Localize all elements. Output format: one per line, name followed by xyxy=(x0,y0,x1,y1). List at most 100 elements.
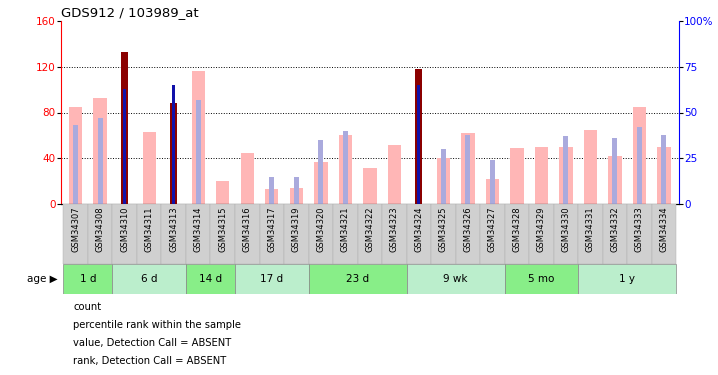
Text: GSM34330: GSM34330 xyxy=(561,206,570,252)
Text: 6 d: 6 d xyxy=(141,274,157,284)
Bar xyxy=(612,138,617,204)
Bar xyxy=(318,140,323,204)
Bar xyxy=(196,100,201,204)
Bar xyxy=(554,204,578,264)
Bar xyxy=(480,204,505,264)
Bar xyxy=(314,162,327,204)
Bar xyxy=(93,98,107,204)
Text: 23 d: 23 d xyxy=(346,274,369,284)
Bar xyxy=(461,133,475,204)
Bar xyxy=(535,147,548,204)
Text: value, Detection Call = ABSENT: value, Detection Call = ABSENT xyxy=(73,338,231,348)
Bar xyxy=(559,147,572,204)
Bar xyxy=(382,204,406,264)
Text: GSM34313: GSM34313 xyxy=(169,206,178,252)
Bar xyxy=(113,264,186,294)
Bar xyxy=(235,204,259,264)
Bar xyxy=(142,132,156,204)
Bar xyxy=(338,135,352,204)
Bar xyxy=(415,69,422,204)
Bar xyxy=(529,204,554,264)
Bar xyxy=(657,147,671,204)
Bar xyxy=(485,179,499,204)
Bar xyxy=(309,204,333,264)
Bar xyxy=(406,204,431,264)
Text: GSM34317: GSM34317 xyxy=(267,206,276,252)
Bar xyxy=(437,159,450,204)
Bar xyxy=(510,148,523,204)
Bar xyxy=(505,264,578,294)
Text: percentile rank within the sample: percentile rank within the sample xyxy=(73,320,241,330)
Bar xyxy=(633,107,646,204)
Bar xyxy=(578,264,676,294)
Text: 1 y: 1 y xyxy=(619,274,635,284)
Bar xyxy=(269,177,274,204)
Text: GSM34319: GSM34319 xyxy=(292,206,301,252)
Bar xyxy=(186,204,210,264)
Text: GSM34307: GSM34307 xyxy=(71,206,80,252)
Text: count: count xyxy=(73,302,101,312)
Text: GSM34324: GSM34324 xyxy=(414,206,424,252)
Text: GSM34308: GSM34308 xyxy=(95,206,105,252)
Text: GSM34315: GSM34315 xyxy=(218,206,228,252)
Bar xyxy=(333,204,358,264)
Bar xyxy=(69,107,83,204)
Bar xyxy=(289,188,303,204)
Text: GSM34327: GSM34327 xyxy=(488,206,497,252)
Text: GSM34314: GSM34314 xyxy=(194,206,202,252)
Text: GDS912 / 103989_at: GDS912 / 103989_at xyxy=(61,6,199,20)
Bar xyxy=(358,204,382,264)
Bar xyxy=(259,204,284,264)
Text: GSM34316: GSM34316 xyxy=(243,206,252,252)
Bar xyxy=(186,264,235,294)
Bar xyxy=(417,85,420,204)
Bar xyxy=(284,204,309,264)
Bar xyxy=(88,204,113,264)
Bar xyxy=(113,204,137,264)
Bar xyxy=(121,52,129,204)
Text: age ▶: age ▶ xyxy=(27,274,57,284)
Bar xyxy=(637,127,642,204)
Bar xyxy=(210,204,235,264)
Bar xyxy=(505,204,529,264)
Bar xyxy=(388,145,401,204)
Text: GSM34332: GSM34332 xyxy=(610,206,620,252)
Bar xyxy=(170,104,177,204)
Bar xyxy=(63,264,113,294)
Text: 14 d: 14 d xyxy=(199,274,222,284)
Bar xyxy=(192,71,205,204)
Bar xyxy=(63,204,88,264)
Bar xyxy=(661,135,666,204)
Bar xyxy=(651,204,676,264)
Text: GSM34333: GSM34333 xyxy=(635,206,644,252)
Bar xyxy=(216,182,230,204)
Text: GSM34311: GSM34311 xyxy=(145,206,154,252)
Text: rank, Detection Call = ABSENT: rank, Detection Call = ABSENT xyxy=(73,356,226,366)
Bar xyxy=(363,168,376,204)
Bar xyxy=(235,264,309,294)
Text: GSM34326: GSM34326 xyxy=(463,206,472,252)
Text: 5 mo: 5 mo xyxy=(528,274,554,284)
Bar xyxy=(627,204,651,264)
Bar xyxy=(406,264,505,294)
Text: GSM34310: GSM34310 xyxy=(120,206,129,252)
Text: GSM34320: GSM34320 xyxy=(316,206,325,252)
Text: GSM34331: GSM34331 xyxy=(586,206,595,252)
Text: GSM34323: GSM34323 xyxy=(390,206,398,252)
Bar xyxy=(123,88,126,204)
Bar xyxy=(265,189,279,204)
Bar xyxy=(608,156,622,204)
Bar xyxy=(98,118,103,204)
Bar xyxy=(172,85,175,204)
Text: GSM34334: GSM34334 xyxy=(659,206,668,252)
Bar xyxy=(465,135,470,204)
Bar xyxy=(342,131,348,204)
Bar xyxy=(73,125,78,204)
Text: 9 wk: 9 wk xyxy=(443,274,468,284)
Text: 1 d: 1 d xyxy=(80,274,96,284)
Text: GSM34329: GSM34329 xyxy=(537,206,546,252)
Bar xyxy=(441,149,446,204)
Text: 17 d: 17 d xyxy=(260,274,284,284)
Bar xyxy=(602,204,627,264)
Bar xyxy=(137,204,162,264)
